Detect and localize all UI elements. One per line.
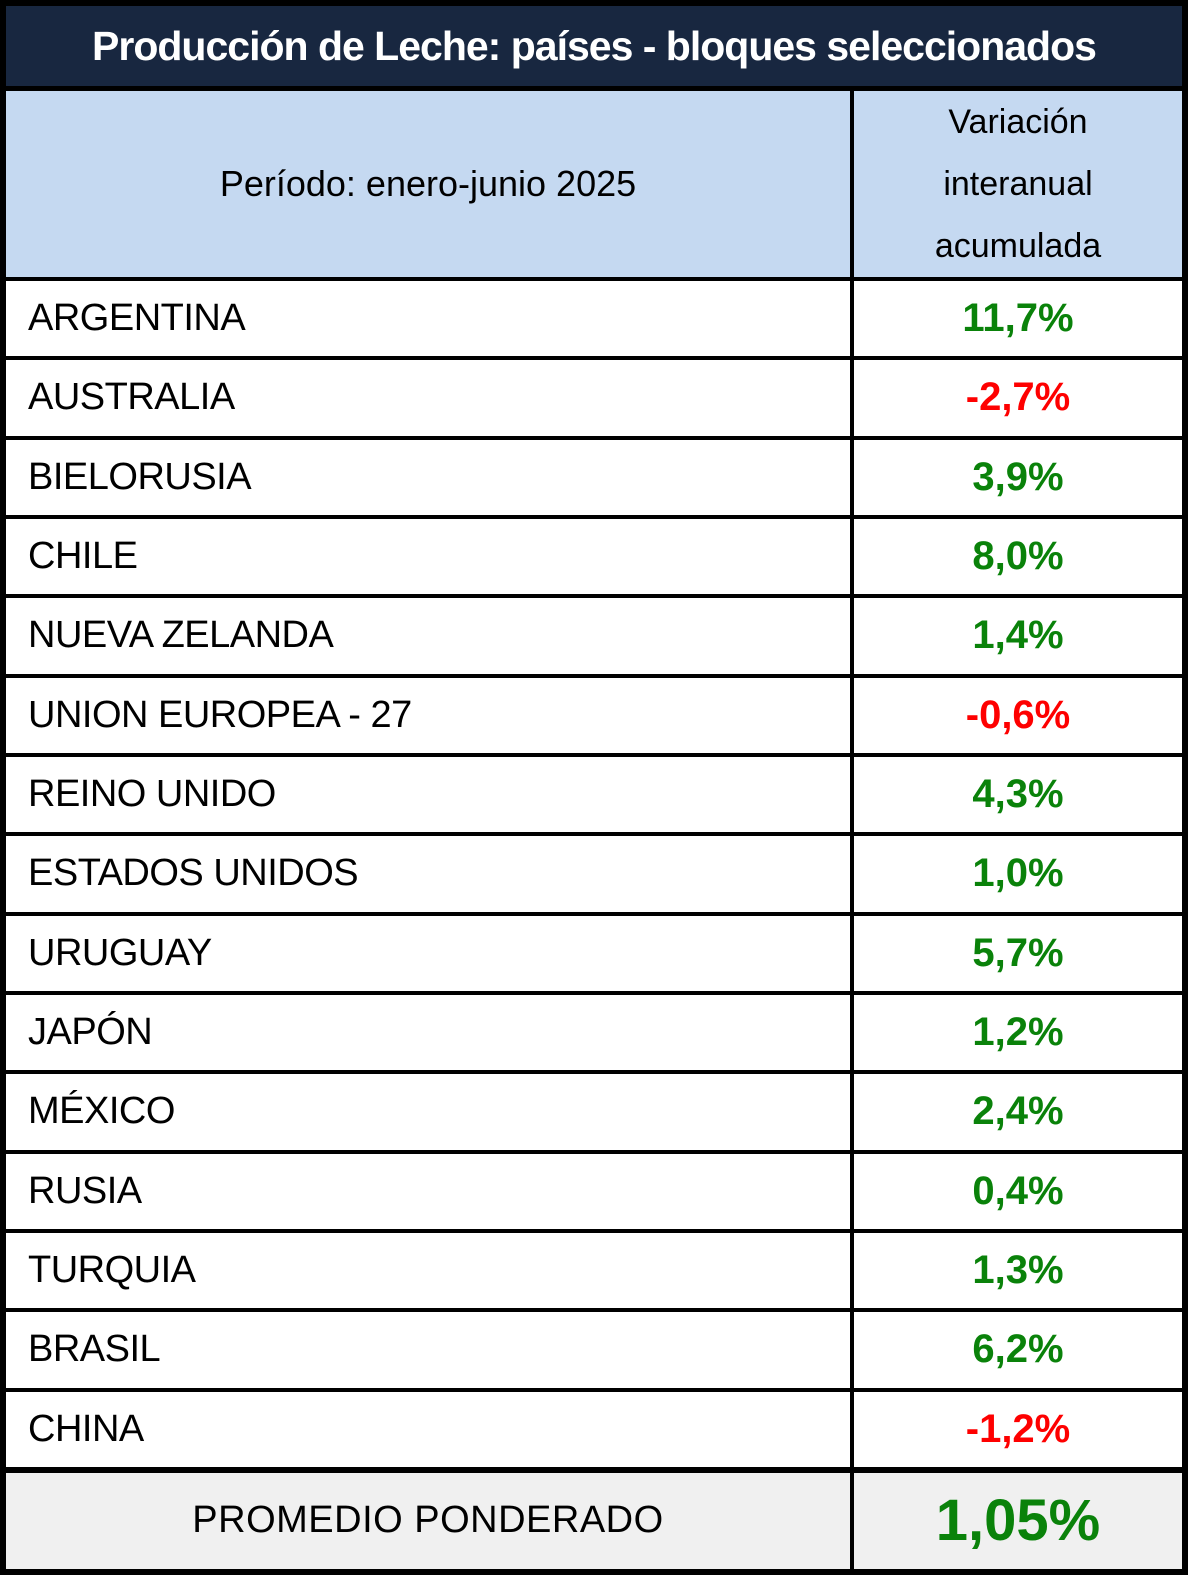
- value-header-line-3: acumulada: [934, 227, 1102, 265]
- country-label: RUSIA: [28, 1169, 142, 1212]
- value-cell: -1,2%: [850, 1391, 1182, 1467]
- value-cell: 4,3%: [850, 756, 1182, 833]
- value-column-header: Variación interanual acumulada: [850, 91, 1182, 277]
- country-label: UNION EUROPEA - 27: [28, 693, 412, 736]
- table-row: UNION EUROPEA - 27 -0,6%: [6, 673, 1182, 753]
- value-cell: 11,7%: [850, 281, 1182, 357]
- country-label: REINO UNIDO: [28, 773, 276, 816]
- value-cell: 0,4%: [850, 1153, 1182, 1229]
- table-row: CHINA -1,2%: [6, 1387, 1182, 1467]
- country-label: URUGUAY: [28, 931, 212, 974]
- table-row: REINO UNIDO 4,3%: [6, 752, 1182, 833]
- value-cell: 1,2%: [850, 994, 1182, 1071]
- table-title: Producción de Leche: países - bloques se…: [6, 6, 1182, 86]
- table-row: TURQUIA 1,3%: [6, 1228, 1182, 1309]
- value-cell: 3,9%: [850, 439, 1182, 515]
- country-label: ESTADOS UNIDOS: [28, 852, 359, 895]
- value-cell: -2,7%: [850, 360, 1182, 436]
- table-row: URUGUAY 5,7%: [6, 911, 1182, 991]
- table-row: NUEVA ZELANDA 1,4%: [6, 594, 1182, 674]
- table-row: JAPÓN 1,2%: [6, 990, 1182, 1071]
- value-cell: 1,4%: [850, 598, 1182, 674]
- value-header-line-2: interanual: [943, 165, 1093, 203]
- country-label: MÉXICO: [28, 1090, 175, 1133]
- country-label: BIELORUSIA: [28, 455, 252, 498]
- table-row: BRASIL 6,2%: [6, 1308, 1182, 1388]
- country-label: TURQUIA: [28, 1249, 196, 1292]
- value-cell: 5,7%: [850, 915, 1182, 991]
- country-label: NUEVA ZELANDA: [28, 614, 334, 657]
- country-label: ARGENTINA: [28, 297, 246, 340]
- country-label: AUSTRALIA: [28, 376, 235, 419]
- weighted-average-row: PROMEDIO PONDERADO 1,05%: [6, 1466, 1182, 1569]
- value-cell: -0,6%: [850, 677, 1182, 753]
- table-row: CHILE 8,0%: [6, 514, 1182, 595]
- value-cell: 8,0%: [850, 518, 1182, 595]
- table-row: MÉXICO 2,4%: [6, 1070, 1182, 1150]
- country-label: JAPÓN: [28, 1011, 153, 1054]
- period-header-cell: Período: enero-junio 2025: [219, 163, 637, 204]
- value-cell: 1,3%: [850, 1232, 1182, 1309]
- table-row: BIELORUSIA 3,9%: [6, 435, 1182, 515]
- table-row: RUSIA 0,4%: [6, 1149, 1182, 1229]
- table-row: AUSTRALIA -2,7%: [6, 356, 1182, 436]
- country-label: CHILE: [28, 535, 138, 578]
- value-cell: 6,2%: [850, 1312, 1182, 1388]
- country-label: CHINA: [28, 1407, 144, 1450]
- country-label: BRASIL: [28, 1328, 161, 1371]
- value-cell: 2,4%: [850, 1074, 1182, 1150]
- table-row: ARGENTINA 11,7%: [6, 277, 1182, 357]
- table-row: ESTADOS UNIDOS 1,0%: [6, 832, 1182, 912]
- value-cell: 1,0%: [850, 836, 1182, 912]
- value-header-line-1: Variación: [948, 103, 1088, 141]
- table-header: Período: enero-junio 2025 Variación inte…: [6, 86, 1182, 277]
- weighted-average-label: PROMEDIO PONDERADO: [192, 1499, 664, 1542]
- weighted-average-value: 1,05%: [850, 1472, 1182, 1569]
